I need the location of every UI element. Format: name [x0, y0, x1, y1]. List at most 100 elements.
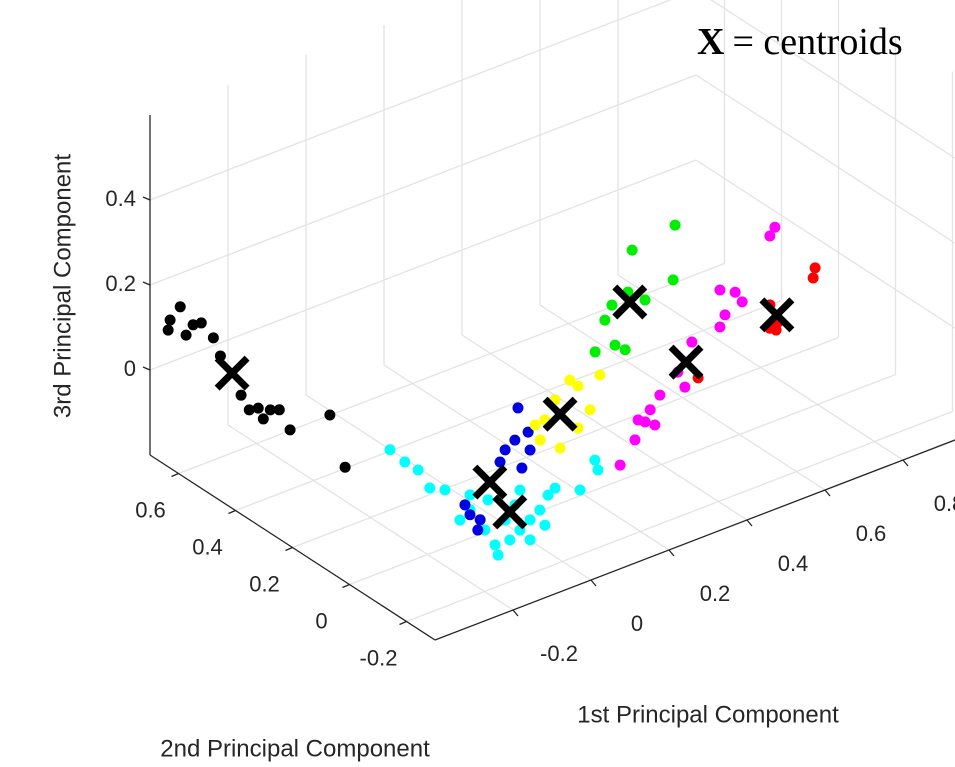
- data-point: [606, 299, 618, 311]
- y-tick: [228, 509, 236, 515]
- data-point: [614, 459, 626, 471]
- data-point: [412, 464, 424, 476]
- data-point: [187, 319, 199, 331]
- centroid-marker: [612, 284, 648, 320]
- data-point: [629, 434, 641, 446]
- y-tick: [399, 620, 407, 626]
- data-point: [162, 324, 174, 336]
- x-tick: [590, 579, 597, 587]
- data-point: [384, 444, 396, 456]
- data-point: [474, 514, 486, 526]
- annotation: X = centroids: [697, 21, 903, 63]
- data-point: [626, 244, 638, 256]
- x-tick-label: -0.2: [540, 641, 578, 666]
- data-point: [654, 389, 666, 401]
- x-tick-label: 0: [631, 611, 643, 636]
- z-tick-label: 0.2: [105, 271, 136, 296]
- data-point: [482, 494, 494, 506]
- data-point: [464, 489, 476, 501]
- data-point: [509, 434, 521, 446]
- y-tick: [342, 583, 350, 589]
- data-point: [174, 301, 186, 313]
- y-tick-label: 0.2: [249, 571, 280, 596]
- data-point: [514, 484, 526, 496]
- grid-line: [710, 0, 955, 159]
- data-point: [714, 321, 726, 333]
- data-point: [599, 314, 611, 326]
- centroid-marker: [214, 355, 250, 391]
- data-point: [492, 549, 504, 561]
- z-tick-label: 0.4: [105, 186, 136, 211]
- data-point: [273, 404, 285, 416]
- x-axis-line: [434, 439, 955, 641]
- data-point: [564, 374, 576, 386]
- data-point: [539, 519, 551, 531]
- annotation-marker: X: [697, 21, 724, 63]
- data-point: [764, 230, 776, 242]
- data-point: [534, 504, 546, 516]
- y-tick: [171, 472, 179, 478]
- data-point: [284, 424, 296, 436]
- x-tick: [824, 489, 831, 497]
- z-tick-label: 0: [124, 356, 136, 381]
- x-tick-label: 0.8: [934, 491, 955, 516]
- data-point: [592, 464, 604, 476]
- data-point: [807, 272, 819, 284]
- data-point: [522, 426, 534, 438]
- y-tick-label: 0.4: [192, 534, 223, 559]
- data-point: [719, 309, 731, 321]
- data-point: [549, 482, 561, 494]
- x-tick: [668, 549, 675, 557]
- centroid-marker: [759, 297, 795, 333]
- data-point: [504, 534, 516, 546]
- data-point: [809, 262, 821, 274]
- centroid-marker: [542, 396, 578, 432]
- data-point: [464, 509, 476, 521]
- grid-line: [149, 159, 697, 371]
- data-point: [619, 344, 631, 356]
- data-point: [512, 402, 524, 414]
- data-point: [454, 514, 466, 526]
- z-tick: [142, 281, 151, 286]
- data-point: [489, 539, 501, 551]
- points: [162, 219, 821, 561]
- z-tick: [142, 196, 151, 201]
- data-point: [424, 482, 436, 494]
- grid-line: [149, 74, 697, 286]
- data-point: [572, 380, 584, 392]
- centroid-marker: [492, 494, 528, 530]
- data-point: [667, 274, 679, 286]
- data-point: [207, 332, 219, 344]
- data-point: [639, 294, 651, 306]
- grid-line: [178, 262, 725, 475]
- x-tick-label: 0.6: [856, 521, 887, 546]
- data-point: [644, 404, 656, 416]
- data-point: [524, 444, 536, 456]
- axes: -0.2 0 0.2 0.4 0.6 0.8 -0.2 0 0.2 0.4 0.6 0 0.2 0.4: [105, 115, 955, 670]
- data-point: [339, 461, 351, 473]
- data-point: [542, 489, 554, 501]
- data-point: [669, 219, 681, 231]
- data-point: [264, 404, 276, 416]
- data-point: [252, 402, 264, 414]
- data-point: [499, 444, 511, 456]
- grid-line: [406, 410, 953, 623]
- data-point: [164, 314, 176, 326]
- data-point: [524, 534, 536, 546]
- data-point: [459, 499, 471, 511]
- x-axis-label: 1st Principal Component: [577, 701, 839, 728]
- grid-line: [695, 159, 955, 329]
- z-axis-label: 3rd Principal Component: [49, 154, 76, 418]
- data-point: [494, 456, 506, 468]
- data-point: [524, 514, 536, 526]
- data-point: [324, 409, 336, 421]
- y-axis-label: 2nd Principal Component: [160, 735, 430, 762]
- data-point: [584, 404, 596, 416]
- data-point: [736, 296, 748, 308]
- data-point: [686, 336, 698, 348]
- x-tick: [902, 459, 909, 467]
- grid-line: [149, 0, 672, 201]
- data-point: [472, 524, 484, 536]
